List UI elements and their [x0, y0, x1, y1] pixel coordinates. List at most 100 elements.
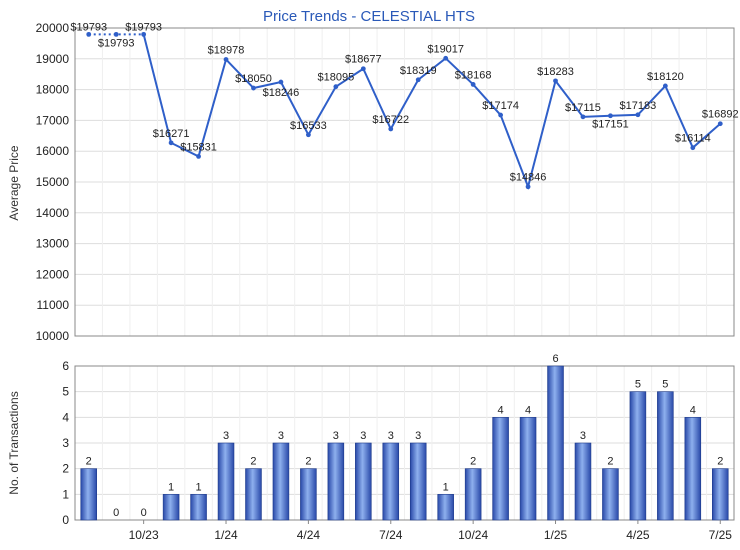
price-data-label: $18050 — [235, 73, 272, 85]
price-point — [580, 114, 586, 120]
transaction-bar-label: 4 — [690, 404, 696, 416]
transaction-bar — [272, 442, 290, 521]
price-point — [141, 31, 147, 37]
transaction-bar-label: 2 — [86, 456, 92, 468]
volume-tick-label: 0 — [62, 513, 69, 527]
price-point — [223, 57, 229, 62]
price-point — [86, 31, 92, 37]
transaction-bar — [519, 417, 537, 521]
transactions-axis-label: No. of Transactions — [7, 391, 21, 494]
transaction-bar — [409, 442, 427, 521]
price-data-label: $19793 — [125, 21, 162, 33]
transaction-bar-label: 3 — [580, 430, 586, 442]
price-point — [415, 77, 421, 83]
volume-tick-label: 4 — [62, 410, 69, 424]
transaction-bar — [602, 468, 619, 521]
price-point — [196, 154, 201, 159]
price-data-label: $18978 — [208, 44, 245, 56]
transaction-bar — [327, 442, 345, 521]
price-data-label: $19793 — [70, 21, 107, 33]
x-tick-label: 4/24 — [297, 528, 321, 542]
transaction-bar — [300, 468, 317, 521]
price-point — [498, 112, 504, 118]
transaction-bar-label: 1 — [196, 481, 202, 493]
x-tick-label: 7/25 — [709, 528, 733, 542]
transaction-bar-label: 2 — [717, 456, 723, 468]
price-point — [278, 79, 284, 85]
price-panel: 10000 11000 12000 13000 14000 15000 16000 17000… — [36, 21, 739, 343]
transaction-bar — [684, 417, 702, 521]
price-data-label: $16892 — [702, 109, 739, 121]
price-data-label: $18120 — [647, 71, 684, 83]
price-data-label: $18095 — [317, 72, 354, 84]
price-point — [470, 82, 476, 87]
transaction-bar — [629, 391, 647, 521]
price-point — [333, 84, 339, 90]
price-point — [690, 145, 696, 151]
price-point — [360, 66, 366, 72]
volume-tick-label: 6 — [62, 359, 69, 373]
transaction-bar-label: 3 — [360, 430, 366, 442]
price-point — [662, 83, 668, 89]
price-tick-label: 19000 — [36, 52, 70, 66]
transaction-bar-label: 1 — [168, 481, 174, 493]
price-data-label: $16114 — [675, 133, 711, 145]
price-axis-label: Average Price — [7, 145, 21, 220]
price-tick-label: 18000 — [36, 83, 70, 97]
transaction-bar — [547, 365, 564, 521]
transaction-bar-label: 0 — [141, 507, 147, 519]
price-data-label: $17115 — [565, 102, 601, 114]
price-point — [113, 31, 119, 37]
price-point — [717, 121, 723, 127]
transaction-bar-label: 4 — [525, 404, 531, 416]
transaction-bar-label: 2 — [470, 456, 476, 468]
price-data-label: $19793 — [98, 37, 135, 49]
price-point — [305, 132, 311, 138]
price-point — [443, 55, 449, 61]
transaction-bar-label: 4 — [498, 404, 504, 416]
transaction-bar-label: 2 — [305, 456, 311, 468]
volume-plot-border — [74, 365, 735, 521]
volume-panel: 0 1 2 3 4 5 6 2 0 0 1 1 3 2 3 2 3 3 3 3 1 2 4 4 6 3 2 5 5 4 2 10/23 1/24… — [62, 353, 735, 542]
price-point — [388, 126, 394, 132]
price-data-label: $16533 — [290, 120, 327, 132]
transaction-bar-label: 3 — [278, 430, 284, 442]
transaction-bar-label: 3 — [333, 430, 339, 442]
price-point — [608, 113, 613, 119]
price-data-label: $18283 — [537, 66, 574, 78]
x-tick-label: 4/25 — [626, 528, 650, 542]
x-tick-label: 1/25 — [544, 528, 568, 542]
transaction-bar-label: 6 — [552, 353, 558, 365]
transaction-bar — [437, 494, 454, 521]
transaction-bar — [657, 391, 674, 521]
price-data-label: $19017 — [427, 43, 464, 55]
transaction-bar-label: 5 — [662, 379, 668, 391]
price-data-label: $14846 — [510, 172, 547, 184]
x-tick-label: 10/23 — [129, 528, 159, 542]
x-tick-label: 7/24 — [379, 528, 403, 542]
price-tick-label: 20000 — [36, 21, 70, 35]
transaction-bar — [574, 442, 592, 521]
transaction-bar — [162, 494, 180, 521]
price-data-label: $16722 — [372, 114, 409, 126]
x-tick-label: 10/24 — [458, 528, 488, 542]
price-tick-label: 12000 — [36, 267, 70, 281]
chart-title: Price Trends - CELESTIAL HTS — [263, 8, 475, 25]
transaction-bar — [464, 468, 482, 521]
transaction-bar — [80, 468, 97, 521]
volume-tick-label: 2 — [62, 462, 69, 476]
price-data-label: $18319 — [400, 65, 437, 77]
price-data-label: $18677 — [345, 54, 382, 66]
price-tick-label: 16000 — [36, 144, 70, 158]
price-tick-label: 14000 — [36, 206, 70, 220]
transaction-bar — [355, 442, 372, 521]
transaction-bar-label: 3 — [415, 430, 421, 442]
volume-tick-label: 3 — [62, 436, 69, 450]
transaction-bar-label: 2 — [250, 456, 256, 468]
price-point — [635, 112, 641, 118]
price-data-label: $17183 — [620, 100, 657, 112]
transaction-bar — [190, 494, 207, 521]
transaction-bar — [217, 442, 235, 521]
